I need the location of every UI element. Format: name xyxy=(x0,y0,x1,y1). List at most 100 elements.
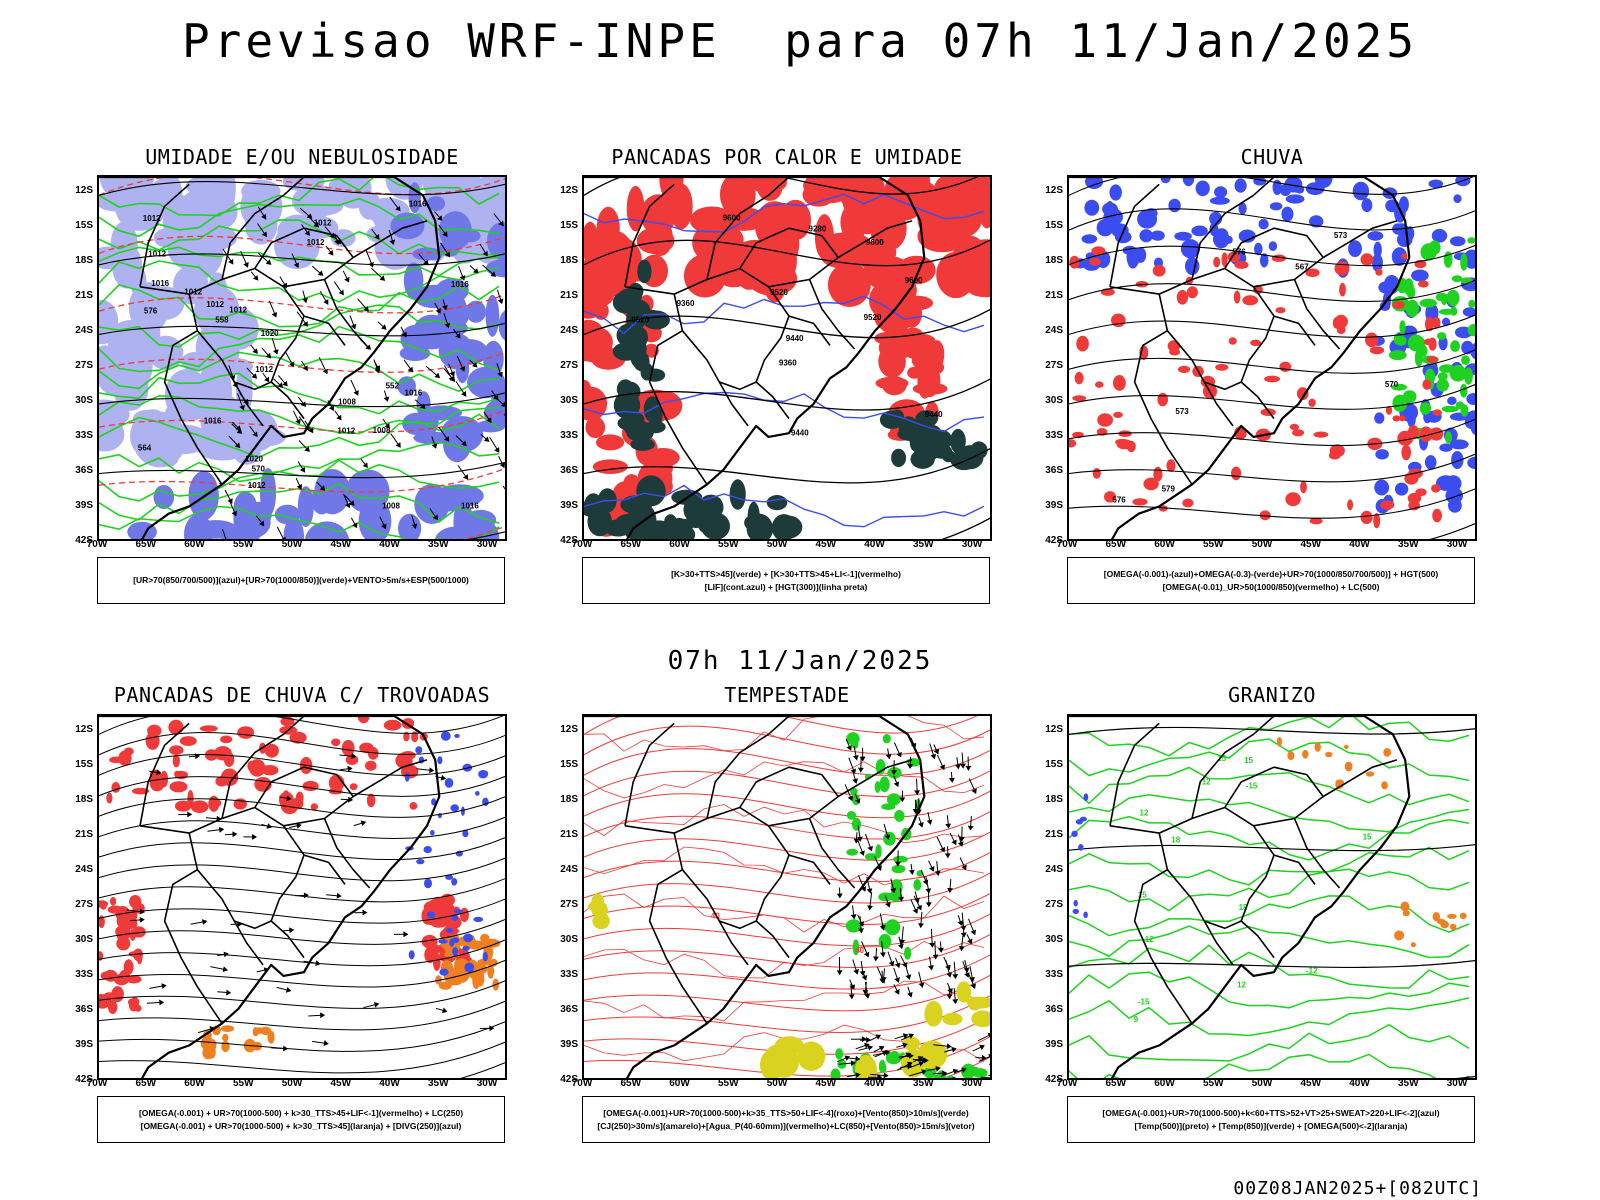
latitude-label: 36S xyxy=(75,465,93,476)
longitude-label: 50W xyxy=(1251,539,1273,550)
longitude-label: 45W xyxy=(815,539,837,550)
latitude-label: 27S xyxy=(75,899,93,910)
lifted-index-blue xyxy=(584,193,985,528)
height-label: 9520 xyxy=(864,313,882,322)
wind-vectors xyxy=(837,1032,990,1078)
height-label: 573 xyxy=(1175,407,1189,416)
legend-line: [UR>70(850/700/500)](azul)+[UR>70(1000/8… xyxy=(133,575,469,585)
rain-red xyxy=(1069,246,1444,529)
longitude-label: 70W xyxy=(1056,539,1078,550)
latitude-label: 30S xyxy=(75,395,93,406)
latitude-label: 36S xyxy=(560,465,578,476)
latitude-label: 42S xyxy=(1045,1074,1063,1085)
longitude-label: 70W xyxy=(86,539,108,550)
jet-yellow xyxy=(924,981,990,1028)
panel-title: TEMPESTADE xyxy=(724,683,850,707)
latitude-label: 27S xyxy=(1045,360,1063,371)
isobar-label: 1016 xyxy=(151,279,169,288)
longitude-label: 30W xyxy=(1446,539,1468,550)
longitude-label: 65W xyxy=(620,539,642,550)
height-label: 9520 xyxy=(631,316,649,325)
coastline xyxy=(584,177,926,539)
latitude-label: 27S xyxy=(560,899,578,910)
longitude-label: 60W xyxy=(669,1078,690,1089)
latitude-label: 33S xyxy=(75,969,93,980)
isobar-label: 1012 xyxy=(206,300,224,309)
height-label: 9600 xyxy=(866,238,884,247)
height-500-lines xyxy=(1069,177,1475,539)
longitude-label: 45W xyxy=(330,539,352,550)
coastline xyxy=(99,177,441,539)
latitude-label: 18S xyxy=(75,255,93,266)
coastline xyxy=(99,716,441,1078)
map-canvas: 1012 1012 1016 1008 1012 1012 1012 1012 1008 1012… xyxy=(99,177,505,539)
map-panel-5: 12 12 15 15 12 15 18 15 12 9 -12 -15 -15 18 xyxy=(1067,714,1477,1080)
isobar-label: 1008 xyxy=(338,397,356,406)
latitude-label: 39S xyxy=(560,500,578,511)
longitude-label: 55W xyxy=(1202,1078,1224,1089)
latitude-label: 15S xyxy=(560,759,578,770)
thickness-red-dashed xyxy=(99,177,505,539)
longitude-label: 55W xyxy=(1202,539,1224,550)
longitude-label: 30W xyxy=(961,1078,983,1089)
latitude-label: 21S xyxy=(75,290,93,301)
temperature-label: 15 xyxy=(1217,754,1226,763)
isobar-label: 1012 xyxy=(248,481,266,490)
longitude-label: 50W xyxy=(281,1078,303,1089)
longitude-label: 40W xyxy=(864,539,885,550)
longitude-label: 65W xyxy=(135,539,157,550)
latitude-label: 39S xyxy=(1045,1039,1063,1050)
temperature-label: 12 xyxy=(1202,778,1211,787)
instability-teal xyxy=(584,475,803,539)
latitude-label: 21S xyxy=(560,829,578,840)
longitude-label: 60W xyxy=(1154,539,1175,550)
longitude-label: 70W xyxy=(571,539,593,550)
coastline xyxy=(584,716,926,1078)
jet-yellow xyxy=(760,1036,948,1078)
legend-line: [LIF](cont.azul) + [HGT(300)](linha pret… xyxy=(704,581,868,592)
temperature-label: -12 xyxy=(1306,967,1318,976)
main-title: Previsao WRF-INPE para 07h 11/Jan/2025 xyxy=(181,14,1419,68)
latitude-label: 36S xyxy=(1045,465,1063,476)
isobar-label: 1016 xyxy=(204,417,222,426)
panel-legend: [OMEGA(-0.001)+UR>70(1000-500)+k<60+TTS>… xyxy=(1067,1096,1475,1143)
latitude-label: 15S xyxy=(1045,759,1063,770)
height-label: 576 xyxy=(1232,247,1246,256)
latitude-label: 39S xyxy=(560,1039,578,1050)
isobar-label: 1012 xyxy=(143,214,161,223)
height-label: 573 xyxy=(1334,231,1348,240)
isobar-label: 558 xyxy=(215,316,229,325)
height-label: 9440 xyxy=(786,334,804,343)
longitude-label: 55W xyxy=(232,1078,254,1089)
panel-title: UMIDADE E/OU NEBULOSIDADE xyxy=(145,145,459,169)
longitude-label: 30W xyxy=(476,539,498,550)
panel-title: PANCADAS DE CHUVA C/ TROVOADAS xyxy=(113,683,491,707)
legend-line: [OMEGA(-0.001)-(azul)+OMEGA(-0.3)-(verde… xyxy=(1103,568,1439,579)
legend-line: [K>30+TTS>45](verde) + [K>30+TTS>45+LI<-… xyxy=(671,568,901,579)
map-panel-4: 40 40 xyxy=(582,714,992,1080)
temperature-label: -15 xyxy=(1138,998,1150,1007)
longitude-label: 55W xyxy=(717,1078,739,1089)
legend-line: [OMEGA(-0.001) + UR>70(1000-500) + k>30_… xyxy=(140,1120,462,1131)
isobar-label: 1012 xyxy=(307,238,325,247)
latitude-label: 15S xyxy=(1045,220,1063,231)
latitude-label: 30S xyxy=(560,934,578,945)
longitude-label: 40W xyxy=(864,1078,885,1089)
latitude-label: 42S xyxy=(75,1074,93,1085)
temp-850-green xyxy=(1069,716,1470,1078)
latitude-label: 24S xyxy=(1045,864,1063,875)
instability-red xyxy=(584,177,990,307)
legend-line: [CJ(250)>30m/s](amarelo)+[Agua_P(40-60mm… xyxy=(597,1120,975,1131)
panel-legend: [OMEGA(-0.001)+UR>70(1000-500)+k>35_TTS>… xyxy=(582,1096,990,1143)
political-boundaries xyxy=(99,716,441,1078)
latitude-label: 24S xyxy=(560,325,578,336)
isobar-label: 1012 xyxy=(229,305,247,314)
longitude-label: 50W xyxy=(766,1078,788,1089)
wind-vectors xyxy=(836,737,977,1005)
political-boundaries xyxy=(1069,177,1411,539)
latitude-label: 21S xyxy=(75,829,93,840)
height-label: 570 xyxy=(1385,380,1399,389)
temperature-label: 9 xyxy=(1134,1015,1139,1024)
isobar-label: 1012 xyxy=(337,427,355,436)
